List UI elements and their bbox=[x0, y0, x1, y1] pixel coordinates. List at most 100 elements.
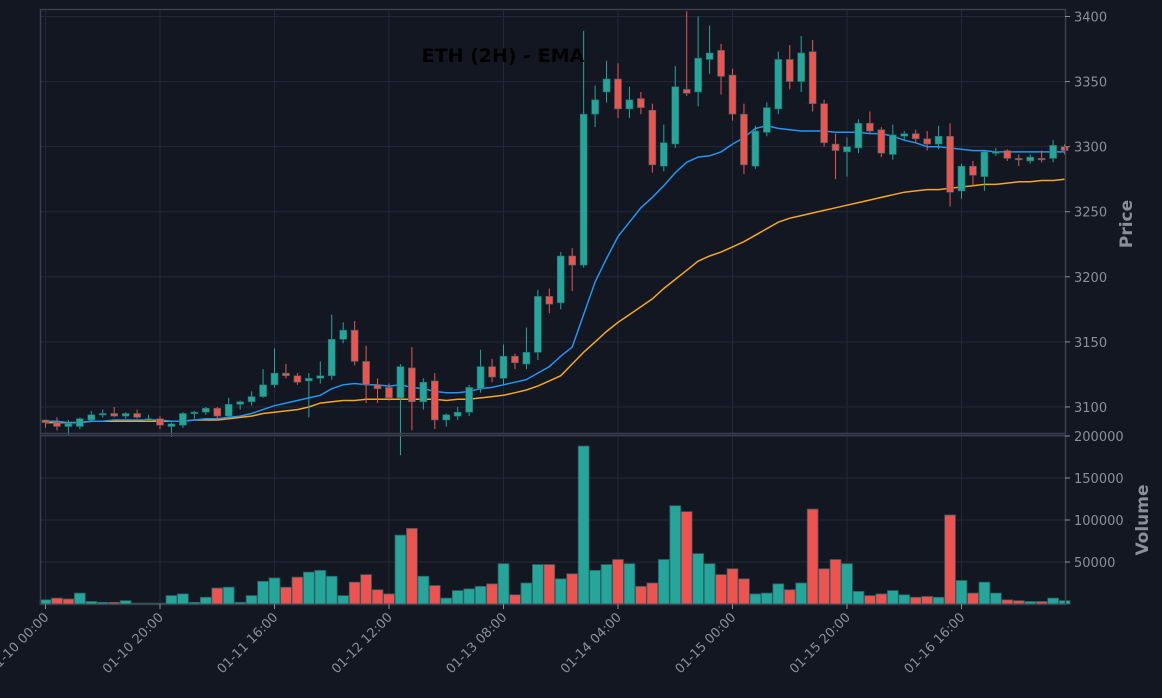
volume-bar bbox=[325, 575, 338, 605]
volume-bar bbox=[864, 595, 876, 605]
volume-bar bbox=[772, 583, 785, 605]
volume-bar bbox=[875, 593, 888, 605]
candle-body bbox=[705, 52, 714, 60]
candle-body bbox=[488, 366, 496, 378]
volume-bar bbox=[589, 570, 601, 605]
volume-bar bbox=[314, 570, 327, 605]
volume-bar bbox=[600, 564, 613, 605]
candle-body bbox=[682, 89, 691, 94]
candle-body bbox=[202, 407, 210, 413]
candle-body bbox=[259, 384, 267, 397]
volume-bar bbox=[955, 580, 968, 605]
candle-body bbox=[728, 74, 737, 115]
candle-body bbox=[900, 133, 909, 137]
candle-body bbox=[808, 51, 817, 105]
volume-bar bbox=[818, 568, 830, 605]
candle-body bbox=[224, 404, 233, 417]
chart-title: ETH (2H) - EMA bbox=[422, 45, 585, 67]
volume-bar bbox=[348, 581, 361, 605]
candle-body bbox=[545, 296, 554, 305]
volume-bar bbox=[1035, 601, 1048, 605]
volume-tick-label: 150000 bbox=[1074, 472, 1124, 487]
volume-bar bbox=[852, 591, 865, 605]
volume-bar bbox=[188, 601, 201, 605]
volume-bar bbox=[978, 581, 991, 605]
volume-bar bbox=[783, 589, 796, 605]
volume-bar bbox=[337, 595, 350, 605]
volume-bar bbox=[543, 564, 556, 605]
price-tick-label: 3350 bbox=[1074, 76, 1107, 91]
volume-bar bbox=[245, 595, 258, 605]
candle-body bbox=[923, 138, 931, 145]
candle-body bbox=[430, 380, 439, 421]
volume-bar bbox=[703, 563, 716, 605]
candle-body bbox=[270, 372, 279, 386]
candle-body bbox=[1060, 146, 1069, 151]
candle-body bbox=[133, 413, 141, 418]
volume-bar bbox=[635, 585, 647, 605]
candle-body bbox=[785, 59, 794, 82]
candle-body bbox=[843, 146, 851, 153]
price-axis: 3100 3150 3200 3250 3300 3350 3400 bbox=[1065, 11, 1107, 416]
candle-body bbox=[751, 130, 760, 167]
candle-body bbox=[831, 143, 840, 151]
candle-body bbox=[717, 50, 725, 77]
price-tick-label: 3200 bbox=[1074, 271, 1107, 286]
candles bbox=[41, 11, 1069, 456]
volume-bar bbox=[921, 596, 933, 605]
candle-body bbox=[1003, 150, 1012, 159]
volume-bar bbox=[829, 559, 842, 605]
volume-bar bbox=[280, 586, 292, 605]
volume-bar bbox=[371, 589, 384, 605]
volume-bar bbox=[51, 597, 63, 605]
candle-body bbox=[763, 107, 771, 133]
volume-bar bbox=[669, 505, 682, 605]
volume-bar bbox=[417, 575, 430, 605]
candle-body bbox=[934, 135, 943, 145]
candle-body bbox=[797, 52, 806, 82]
volume-bar bbox=[96, 601, 109, 605]
candle-body bbox=[53, 422, 61, 427]
volume-bar bbox=[451, 590, 464, 605]
volume-bar bbox=[440, 597, 453, 605]
price-tick-label: 3300 bbox=[1074, 141, 1107, 156]
candle-body bbox=[362, 361, 370, 386]
candle-body bbox=[41, 419, 50, 423]
volume-bar bbox=[394, 534, 407, 605]
candle-body bbox=[236, 401, 244, 405]
candle-body bbox=[740, 113, 748, 166]
volume-bar bbox=[532, 564, 544, 605]
candle-body bbox=[866, 122, 874, 132]
volume-bar bbox=[463, 588, 475, 605]
candle-body bbox=[121, 413, 130, 417]
candle-body bbox=[1049, 145, 1057, 159]
candle-body bbox=[671, 86, 680, 145]
candle-body bbox=[511, 355, 519, 364]
volume-bar bbox=[1001, 599, 1014, 605]
candle-body bbox=[911, 133, 920, 140]
candle-body bbox=[110, 413, 118, 417]
volume-bar bbox=[1047, 597, 1059, 605]
volume-bar bbox=[291, 576, 304, 605]
price-grid bbox=[41, 10, 1065, 433]
candle-body bbox=[339, 329, 348, 340]
volume-bar bbox=[898, 594, 911, 605]
volume-bar bbox=[474, 585, 487, 605]
price-tick-label: 3250 bbox=[1074, 206, 1107, 221]
volume-axis-label: Volume bbox=[1133, 484, 1153, 555]
candle-body bbox=[316, 375, 325, 379]
candle-body bbox=[637, 98, 645, 108]
candle-body bbox=[820, 103, 828, 144]
price-tick-label: 3100 bbox=[1074, 401, 1107, 416]
candle-body bbox=[522, 352, 531, 365]
candle-body bbox=[327, 338, 336, 377]
candle-body bbox=[659, 142, 668, 167]
candle-body bbox=[419, 381, 428, 403]
volume-bar bbox=[85, 601, 98, 605]
candle-body bbox=[614, 78, 622, 110]
volume-bar bbox=[566, 573, 579, 605]
candle-body bbox=[568, 255, 577, 266]
volume-bar bbox=[222, 586, 235, 605]
